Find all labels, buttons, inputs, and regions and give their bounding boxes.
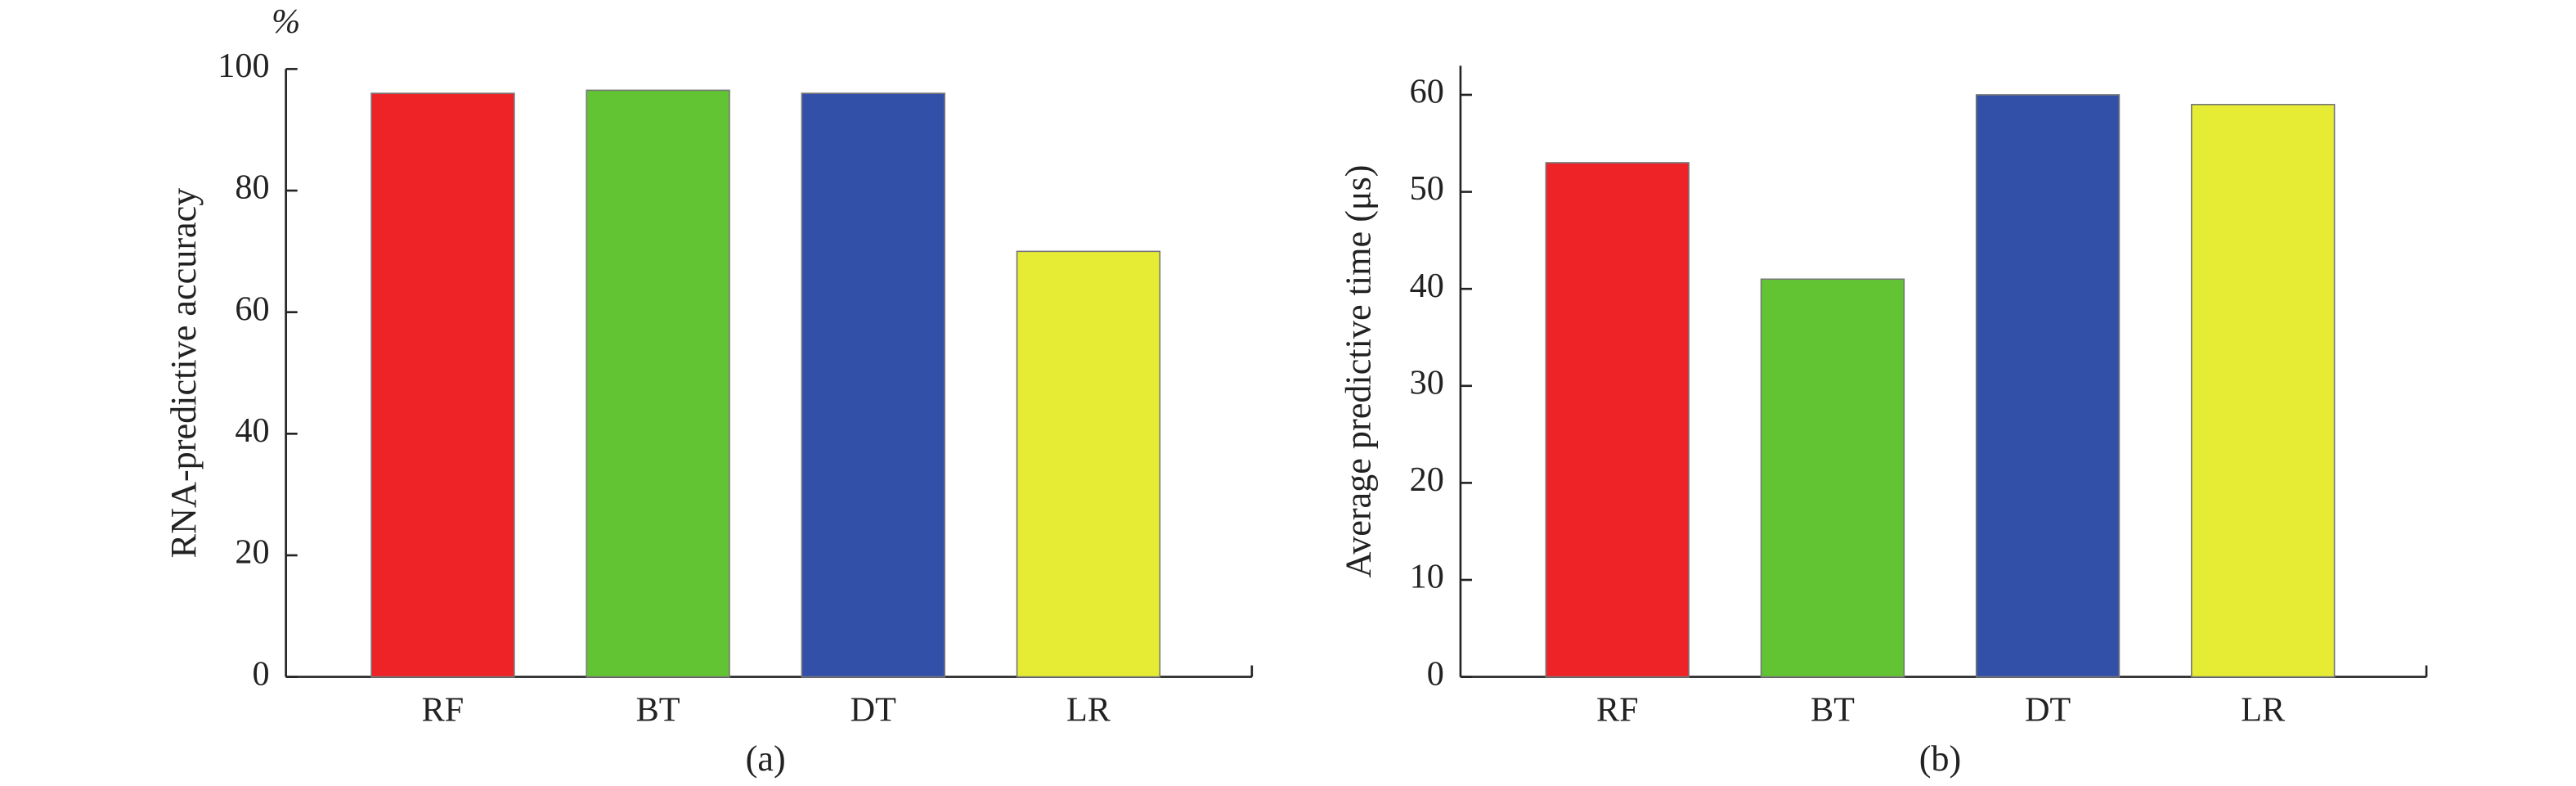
y-unit: % [272, 2, 300, 41]
y-tick-label: 0 [252, 654, 269, 693]
bar [370, 92, 515, 678]
y-tick-label: 0 [1427, 654, 1444, 693]
bar [801, 92, 945, 678]
x-tick-label: BT [636, 690, 680, 729]
bar [2191, 103, 2336, 678]
bar [1975, 94, 2120, 678]
y-tick-label: 10 [1410, 558, 1444, 596]
y-tick-label: 100 [218, 47, 269, 85]
x-tick-label: RF [1596, 690, 1639, 729]
y-axis-label: RNA-predictive accuracy [164, 188, 204, 559]
y-tick-label: 40 [235, 411, 269, 450]
bar [1016, 250, 1161, 678]
y-tick-label: 40 [1410, 267, 1444, 305]
x-tick-label: BT [1811, 690, 1855, 729]
y-axis-label: Average predictive time (μs) [1339, 164, 1379, 577]
y-tick-label: 60 [235, 290, 269, 328]
x-tick-label: DT [850, 690, 896, 729]
y-tick-label: 20 [1410, 460, 1444, 499]
y-tick-label: 30 [1410, 363, 1444, 402]
y-tick-label: 60 [1410, 73, 1444, 111]
y-tick-label: 20 [235, 533, 269, 572]
bar [1760, 278, 1905, 678]
x-tick-label: LR [2241, 690, 2286, 729]
x-tick-label: LR [1066, 690, 1111, 729]
bar [1545, 162, 1690, 678]
y-tick-label: 50 [1410, 169, 1444, 208]
caption: (b) [1919, 739, 1962, 779]
caption: (a) [746, 739, 786, 779]
bar [586, 89, 730, 678]
y-tick-label: 80 [235, 168, 269, 207]
x-tick-label: DT [2025, 690, 2071, 729]
x-tick-label: RF [422, 690, 464, 729]
